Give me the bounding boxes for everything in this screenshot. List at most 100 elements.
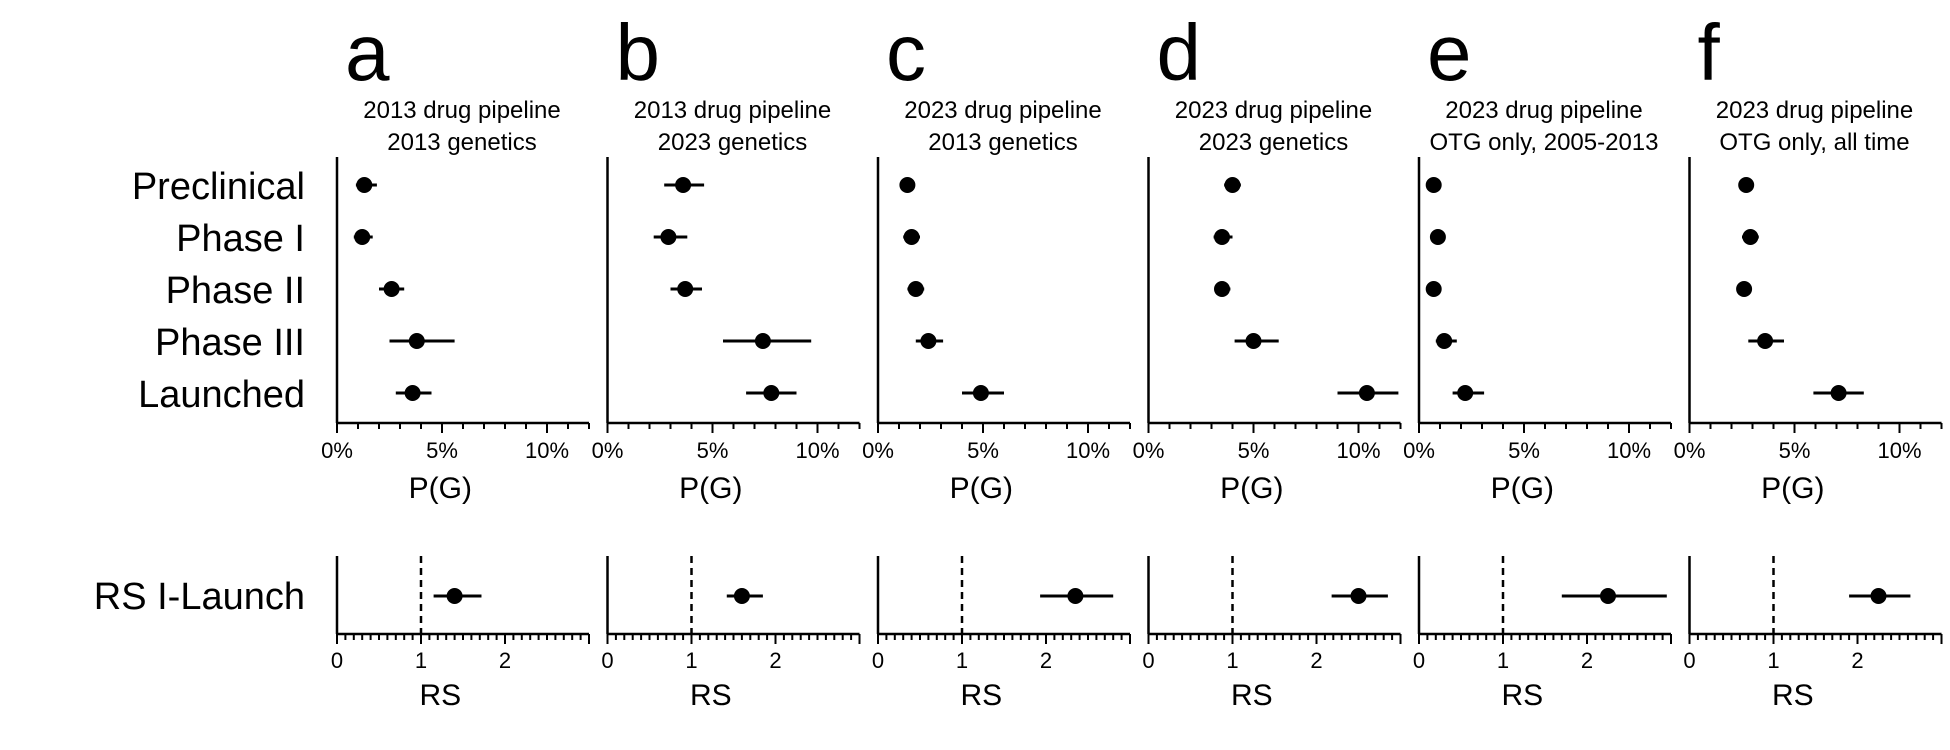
pg-point <box>1742 229 1759 245</box>
rs-tick-label: 1 <box>1767 648 1779 673</box>
panel-subtitle-line2: 2023 genetics <box>1199 129 1348 156</box>
pg-point <box>356 177 373 193</box>
pg-point <box>903 229 920 245</box>
pg-tick-label: 5% <box>1779 438 1811 463</box>
panel-subtitle-line1: 2023 drug pipeline <box>904 97 1102 124</box>
panel-letter-d: d <box>1157 8 1202 97</box>
pg-point <box>1224 177 1241 193</box>
rs-tick-label: 1 <box>1497 648 1509 673</box>
panel-letter-b: b <box>616 8 661 97</box>
pg-point <box>1245 333 1262 349</box>
pg-point <box>1736 281 1753 297</box>
rs-point <box>1870 588 1887 604</box>
rs-point <box>733 588 750 604</box>
pg-point <box>1436 333 1453 349</box>
row-label-phase-1: Phase I <box>176 218 305 260</box>
pg-point <box>1457 385 1474 401</box>
row-label-launched: Launched <box>138 374 305 416</box>
pg-axis-label: P(G) <box>409 472 472 505</box>
pg-point <box>920 333 937 349</box>
rs-axis-label: RS <box>960 679 1002 712</box>
rs-axis-label: RS <box>1501 679 1543 712</box>
pg-tick-label: 10% <box>525 438 569 463</box>
pg-axis-label: P(G) <box>1761 472 1824 505</box>
pg-point <box>972 385 989 401</box>
pg-point <box>1830 385 1847 401</box>
rs-tick-label: 0 <box>1142 648 1154 673</box>
rs-tick-label: 2 <box>1851 648 1863 673</box>
panel-subtitle-line1: 2023 drug pipeline <box>1175 97 1373 124</box>
pg-axis-label: P(G) <box>1220 472 1283 505</box>
panel-subtitle-line2: 2013 genetics <box>387 129 536 156</box>
pg-tick-label: 0% <box>1674 438 1706 463</box>
rs-point <box>1350 588 1367 604</box>
pg-axis-label: P(G) <box>679 472 742 505</box>
panel-subtitle-line1: 2013 drug pipeline <box>363 97 561 124</box>
pg-point <box>754 333 771 349</box>
pg-tick-label: 0% <box>862 438 894 463</box>
rs-axis-label: RS <box>1772 679 1814 712</box>
pg-point <box>1738 177 1755 193</box>
pg-point <box>404 385 421 401</box>
rs-tick-label: 1 <box>956 648 968 673</box>
rs-tick-label: 2 <box>1310 648 1322 673</box>
pg-point <box>1757 333 1774 349</box>
pg-tick-label: 0% <box>321 438 353 463</box>
panel-subtitle-line2: OTG only, 2005-2013 <box>1429 129 1658 156</box>
rs-tick-label: 2 <box>1581 648 1593 673</box>
panel-subtitle-line1: 2013 drug pipeline <box>634 97 832 124</box>
pg-tick-label: 10% <box>1877 438 1921 463</box>
rs-tick-label: 2 <box>1040 648 1052 673</box>
pg-tick-label: 0% <box>592 438 624 463</box>
pg-tick-label: 0% <box>1133 438 1165 463</box>
panel-letter-a: a <box>345 8 390 97</box>
panel-subtitle-line2: 2013 genetics <box>928 129 1077 156</box>
rs-tick-label: 1 <box>415 648 427 673</box>
pg-point <box>1425 281 1442 297</box>
pg-point <box>675 177 692 193</box>
pg-point <box>907 281 924 297</box>
pg-point <box>1429 229 1446 245</box>
pg-tick-label: 5% <box>1238 438 1270 463</box>
pg-tick-label: 5% <box>697 438 729 463</box>
pg-point <box>408 333 425 349</box>
rs-tick-label: 2 <box>499 648 511 673</box>
pg-tick-label: 10% <box>1607 438 1651 463</box>
rs-axis-label: RS <box>419 679 461 712</box>
pg-point <box>763 385 780 401</box>
pg-tick-label: 10% <box>1066 438 1110 463</box>
pg-tick-label: 5% <box>426 438 458 463</box>
panel-letter-f: f <box>1698 8 1721 97</box>
panel-letter-e: e <box>1427 8 1472 97</box>
row-label-rs: RS I-Launch <box>94 576 305 618</box>
pg-axis-label: P(G) <box>1491 472 1554 505</box>
pg-point <box>1358 385 1375 401</box>
row-label-preclinical: Preclinical <box>132 166 305 208</box>
pg-point <box>354 229 371 245</box>
rs-point <box>1067 588 1084 604</box>
rs-tick-label: 0 <box>1683 648 1695 673</box>
rs-point <box>1600 588 1616 604</box>
pg-point <box>383 281 400 297</box>
pg-point <box>1425 177 1442 193</box>
row-label-phase-2: Phase II <box>166 270 305 312</box>
rs-tick-label: 0 <box>331 648 343 673</box>
rs-tick-label: 0 <box>1413 648 1425 673</box>
rs-tick-label: 0 <box>872 648 884 673</box>
pg-tick-label: 10% <box>795 438 839 463</box>
panel-subtitle-line2: OTG only, all time <box>1719 129 1909 156</box>
rs-axis-label: RS <box>690 679 732 712</box>
panel-subtitle-line1: 2023 drug pipeline <box>1445 97 1643 124</box>
pg-tick-label: 0% <box>1403 438 1435 463</box>
pg-point <box>1214 281 1230 297</box>
panel-subtitle-line1: 2023 drug pipeline <box>1716 97 1914 124</box>
rs-axis-label: RS <box>1231 679 1273 712</box>
rs-tick-label: 1 <box>1226 648 1238 673</box>
